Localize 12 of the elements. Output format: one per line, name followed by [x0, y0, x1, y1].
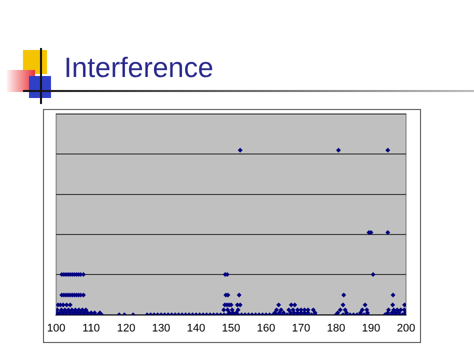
x-tick-label: 160 [256, 322, 276, 334]
x-tick-label: 110 [82, 322, 100, 334]
x-tick-label: 190 [362, 322, 380, 334]
x-tick-label: 200 [396, 322, 416, 334]
x-tick-label: 140 [186, 322, 206, 334]
x-tick-label: 120 [116, 322, 136, 334]
x-tick-label: 180 [326, 322, 346, 334]
x-tick-label: 170 [292, 322, 310, 334]
chart-title: Interference [64, 52, 214, 84]
x-tick-label: 100 [46, 322, 66, 334]
x-tick-label: 150 [222, 322, 240, 334]
x-tick-label: 130 [152, 322, 170, 334]
